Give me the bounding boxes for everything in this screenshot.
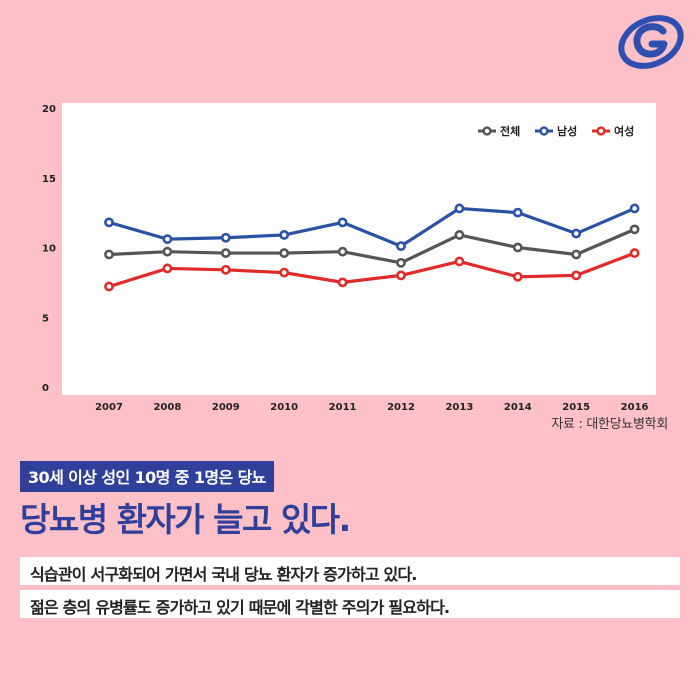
x-tick-label: 2010 [270, 402, 298, 413]
data-point [220, 232, 231, 243]
data-point [279, 267, 290, 278]
legend-label: 전체 [500, 124, 520, 138]
data-point [337, 217, 348, 228]
legend-marker [539, 126, 549, 136]
data-point [162, 246, 173, 257]
chart-panel [62, 103, 656, 395]
data-point [337, 246, 348, 257]
legend-label: 남성 [557, 124, 577, 138]
x-tick-label: 2016 [621, 402, 649, 413]
data-point [396, 270, 406, 281]
data-point [512, 207, 523, 218]
line-chart: 0 5 10 15 20 2007 2008 2009 2010 2011 2012 2013 2014… [42, 104, 649, 413]
g-logo-icon [618, 15, 684, 69]
data-point [104, 217, 114, 228]
data-point [629, 224, 640, 235]
body-text-line-2: 젊은 층의 유병률도 증가하고 있기 때문에 각별한 주의가 필요하다. [20, 590, 680, 618]
legend-marker [596, 126, 606, 136]
y-tick-label: 5 [42, 313, 49, 324]
data-point [220, 248, 231, 258]
data-point [571, 249, 582, 260]
data-point [512, 242, 523, 253]
body-text-line-1: 식습관이 서구화되어 가면서 국내 당뇨 환자가 증가하고 있다. [20, 557, 680, 585]
x-tick-label: 2014 [504, 402, 532, 413]
data-point [512, 271, 523, 282]
data-point [104, 249, 114, 260]
x-tick-label: 2013 [445, 402, 473, 413]
x-tick-label: 2012 [387, 402, 415, 413]
data-point [571, 228, 582, 239]
data-point [629, 248, 640, 258]
data-point [571, 270, 582, 281]
y-tick-label: 0 [42, 383, 49, 394]
data-point [454, 203, 465, 214]
data-point [396, 257, 406, 268]
data-point [104, 281, 114, 292]
series-line-3 [108, 251, 636, 289]
data-point [162, 234, 173, 245]
data-point [279, 248, 290, 258]
headline: 당뇨병 환자가 늘고 있다. [20, 500, 351, 539]
legend-label: 여성 [614, 124, 634, 138]
y-tick-label: 10 [42, 244, 56, 255]
data-point [220, 264, 231, 275]
data-point [162, 263, 173, 274]
data-point [629, 203, 640, 214]
data-point [454, 256, 465, 267]
x-tick-label: 2008 [153, 402, 181, 413]
data-point [337, 277, 348, 288]
source-label: 자료 : 대한당뇨병학회 [551, 417, 668, 432]
x-tick-label: 2015 [562, 402, 590, 413]
x-tick-label: 2007 [95, 402, 123, 413]
x-tick-label: 2011 [329, 402, 357, 413]
data-point [396, 241, 406, 252]
y-tick-label: 15 [42, 174, 56, 185]
x-tick-label: 2009 [212, 402, 240, 413]
series-line-2 [108, 206, 636, 248]
data-point [279, 230, 290, 240]
data-point [454, 230, 465, 240]
series-line-1 [108, 227, 636, 265]
legend-marker [482, 126, 492, 136]
y-tick-label: 20 [42, 104, 56, 115]
tagline-badge: 30세 이상 성인 10명 중 1명은 당뇨 [20, 461, 274, 492]
